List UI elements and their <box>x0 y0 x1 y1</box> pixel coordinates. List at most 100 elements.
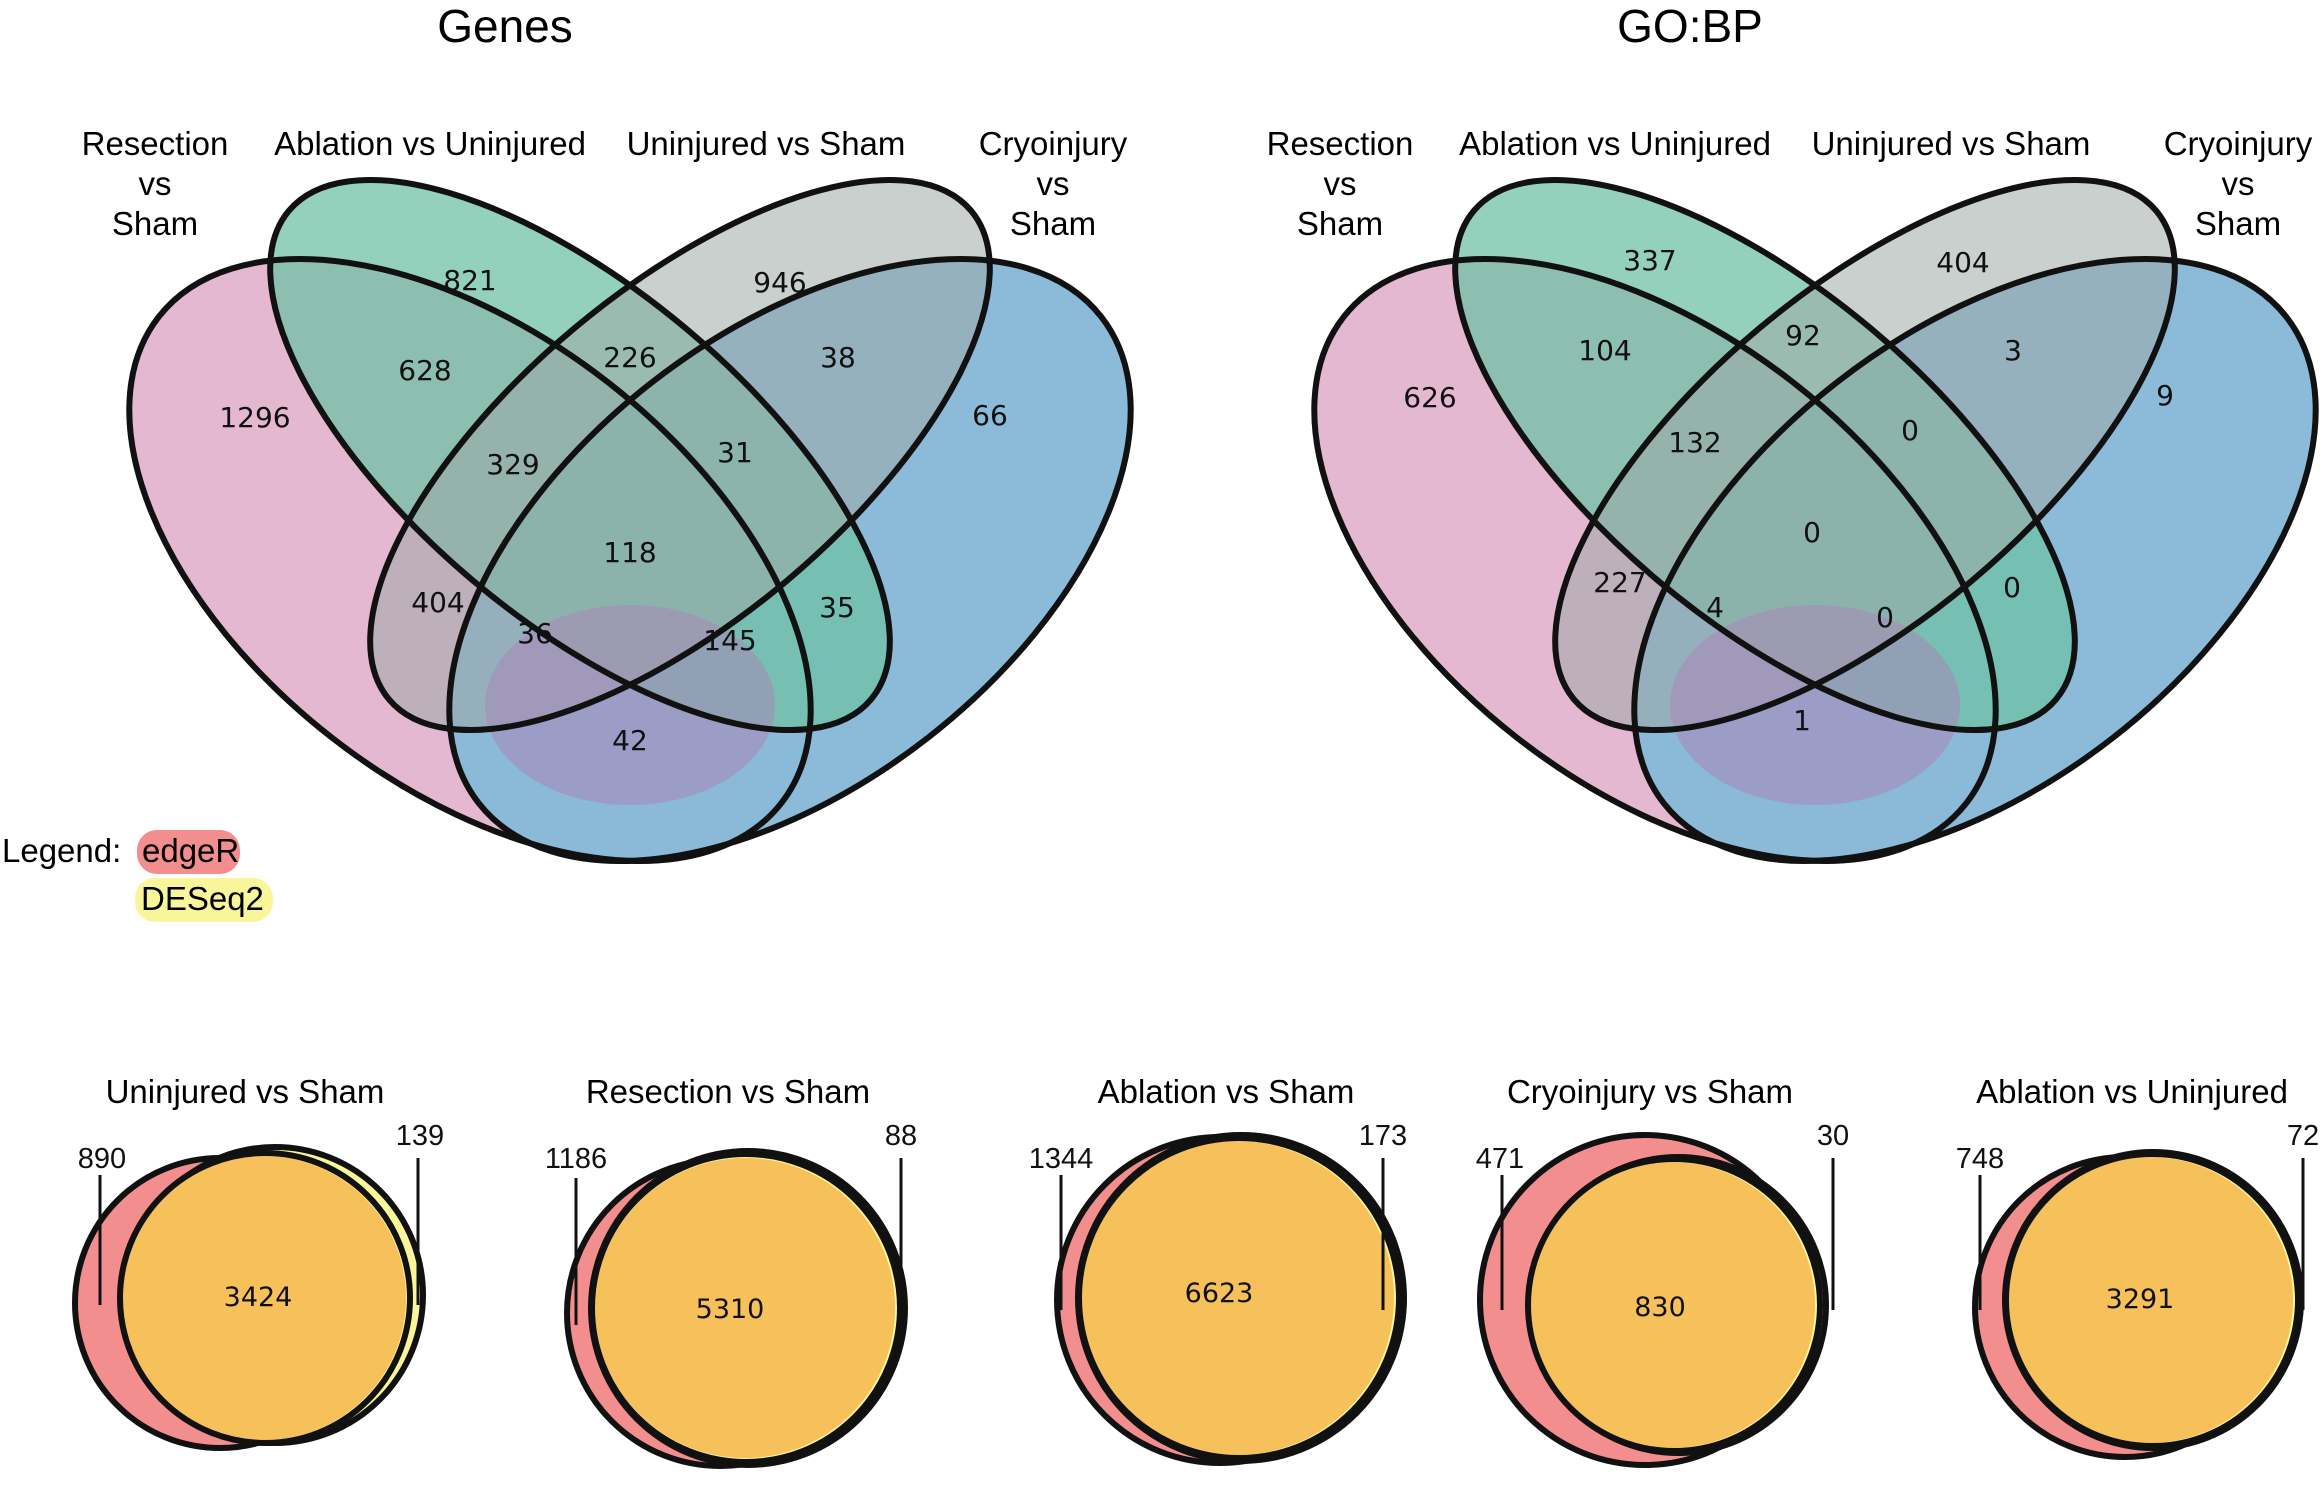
set-label-line: Cryoinjury <box>2164 125 2313 162</box>
set-label-line: Cryoinjury <box>979 125 1128 162</box>
region-count: 1296 <box>219 401 290 434</box>
count-both: 3424 <box>224 1282 293 1313</box>
venn2-title: Ablation vs Uninjured <box>1976 1073 2288 1110</box>
region-count: 626 <box>1403 381 1456 414</box>
count-DESeq2-only: 139 <box>396 1120 444 1152</box>
region-count: 946 <box>753 266 806 299</box>
venn4-outlines <box>1311 176 2319 864</box>
set-label-uninjured: Uninjured vs Sham <box>1812 125 2091 162</box>
venn2-cryoinjury-vs-sham: Cryoinjury vs Sham 471 830 30 <box>1476 1073 1849 1468</box>
venn2-title: Ablation vs Sham <box>1098 1073 1355 1110</box>
legend-swatch-edgeR <box>137 830 240 874</box>
outline-cryoinjury <box>446 256 1134 864</box>
region-count: 66 <box>972 399 1008 432</box>
outline-uninjured <box>1552 176 2178 734</box>
set-label-line: Sham <box>1010 205 1096 242</box>
venn2-title: Cryoinjury vs Sham <box>1507 1073 1793 1110</box>
venn2-resection-vs-sham: Resection vs Sham 1186 5310 88 <box>545 1073 917 1469</box>
outline-resection <box>126 256 814 864</box>
outline-DESeq2 <box>2003 1151 2301 1449</box>
venn4-title: GO:BP <box>1617 0 1763 52</box>
venn2-ablation-vs-uninjured: Ablation vs Uninjured 748 3291 72 <box>1956 1073 2319 1460</box>
region-count: 3 <box>2004 334 2022 367</box>
overlap-both <box>2007 1157 2293 1443</box>
venn4-region-counts: 626 337 404 9 104 92 3 132 0 0 227 0 4 0… <box>1403 244 2174 737</box>
venn4-title: Genes <box>437 0 573 52</box>
legend-label: Legend: <box>2 832 121 869</box>
region-count: 118 <box>603 536 656 569</box>
count-edgeR-only: 1186 <box>545 1143 607 1175</box>
set-label-line: vs <box>2222 165 2255 202</box>
overlap-rc-tint <box>485 605 775 805</box>
count-both: 5310 <box>696 1294 765 1325</box>
outline-DESeq2 <box>117 1150 413 1446</box>
region-count: 31 <box>717 436 753 469</box>
set-label-resection: Resection vs Sham <box>82 125 229 242</box>
set-label-ablation: Ablation vs Uninjured <box>1459 125 1771 162</box>
count-DESeq2-only: 173 <box>1359 1120 1407 1152</box>
region-count: 0 <box>2003 571 2021 604</box>
outline-ablation <box>267 176 893 734</box>
count-both: 3291 <box>2106 1284 2175 1315</box>
outline-DESeq2 <box>1076 1135 1402 1461</box>
region-count: 404 <box>411 586 464 619</box>
set-label-uninjured: Uninjured vs Sham <box>627 125 906 162</box>
set-uninjured <box>1555 179 2175 731</box>
overlap-both <box>122 1156 406 1440</box>
set-label-ablation: Ablation vs Uninjured <box>274 125 586 162</box>
region-count: 9 <box>2156 379 2174 412</box>
outline-DESeq2 <box>1525 1156 1823 1454</box>
region-count: 227 <box>1593 566 1646 599</box>
set-label-cryoinjury: Cryoinjury vs Sham <box>2164 125 2313 242</box>
set-label-line: Sham <box>1297 205 1383 242</box>
region-count: 0 <box>1901 414 1919 447</box>
region-count: 628 <box>398 354 451 387</box>
count-DESeq2-only: 72 <box>2287 1120 2319 1152</box>
set-label-line: Sham <box>112 205 198 242</box>
venn4-region-counts: 1296 821 946 66 628 226 38 329 31 118 40… <box>219 264 1007 757</box>
count-edgeR-only: 748 <box>1956 1143 2004 1175</box>
venn4-genes: Genes Resection vs Sham Ablation vs Unin… <box>82 0 1134 864</box>
count-both: 830 <box>1634 1292 1686 1323</box>
outline-cryoinjury <box>1631 256 2319 864</box>
set-label-line: Resection <box>82 125 229 162</box>
venn2-uninjured-vs-sham: Uninjured vs Sham 890 3424 139 <box>72 1073 444 1451</box>
region-count: 38 <box>820 341 856 374</box>
venn4-gobp: GO:BP Resection vs Sham Ablation vs Unin… <box>1267 0 2319 864</box>
legend-item-DESeq2: DESeq2 <box>141 880 264 917</box>
venn2-title: Uninjured vs Sham <box>106 1073 385 1110</box>
venn2-ablation-vs-sham: Ablation vs Sham 1344 6623 173 <box>1029 1073 1407 1466</box>
region-count: 0 <box>1803 516 1821 549</box>
region-count: 145 <box>703 624 756 657</box>
set-label-line: vs <box>1037 165 1070 202</box>
region-count: 226 <box>603 341 656 374</box>
count-DESeq2-only: 30 <box>1817 1120 1849 1152</box>
venn4-outlines <box>126 176 1134 864</box>
region-count: 36 <box>517 617 553 650</box>
legend-item-edgeR: edgeR <box>142 832 239 869</box>
set-label-cryoinjury: Cryoinjury vs Sham <box>979 125 1128 242</box>
set-label-line: vs <box>139 165 172 202</box>
region-count: 92 <box>1785 319 1821 352</box>
count-edgeR-only: 471 <box>1476 1143 1524 1175</box>
set-uninjured <box>370 179 990 731</box>
venn2-title: Resection vs Sham <box>586 1073 870 1110</box>
region-count: 35 <box>819 591 855 624</box>
set-label-resection: Resection vs Sham <box>1267 125 1414 242</box>
count-edgeR-only: 1344 <box>1029 1143 1094 1175</box>
set-label-line: vs <box>1324 165 1357 202</box>
legend: Legend: edgeR DESeq2 <box>2 830 273 922</box>
region-count: 132 <box>1668 426 1721 459</box>
count-edgeR-only: 890 <box>78 1143 126 1175</box>
outline-resection <box>1311 256 1999 864</box>
region-count: 4 <box>1706 591 1724 624</box>
region-count: 104 <box>1578 334 1631 367</box>
region-count: 0 <box>1876 601 1894 634</box>
overlap-both <box>1529 1162 1815 1448</box>
region-count: 329 <box>486 448 539 481</box>
region-count: 337 <box>1623 244 1676 277</box>
region-count: 1 <box>1793 704 1811 737</box>
outline-ablation <box>1452 176 2078 734</box>
set-label-line: Sham <box>2195 205 2281 242</box>
count-both: 6623 <box>1185 1278 1254 1309</box>
